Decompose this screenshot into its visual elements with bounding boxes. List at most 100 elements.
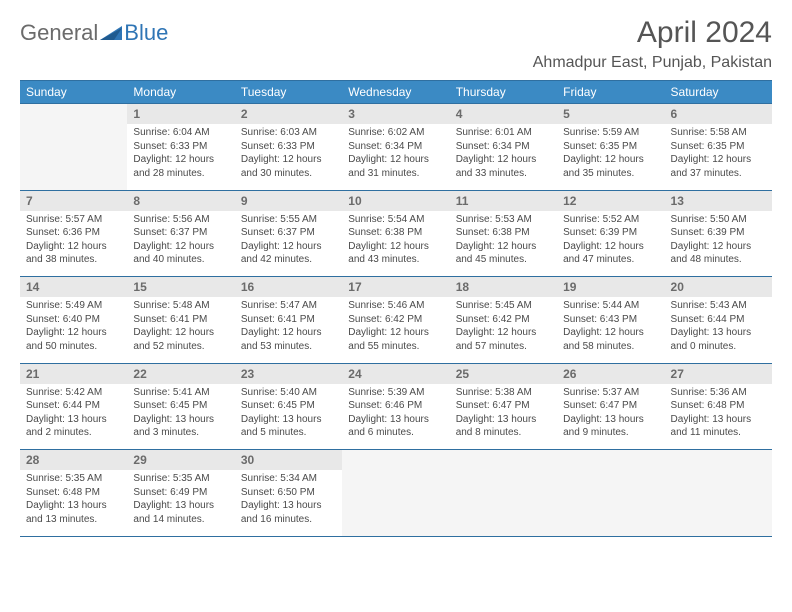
- week-daynum-row: 14151617181920: [20, 277, 772, 298]
- week-detail-row: Sunrise: 6:04 AMSunset: 6:33 PM Daylight:…: [20, 124, 772, 190]
- day-detail-cell: Sunrise: 5:47 AMSunset: 6:41 PMDaylight:…: [235, 297, 342, 363]
- day-number-cell: 14: [20, 277, 127, 298]
- daylight-text-1: Daylight: 12 hours: [563, 153, 658, 167]
- daylight-text-1: Daylight: 12 hours: [241, 326, 336, 340]
- sunrise-text: Sunrise: 5:42 AM: [26, 386, 121, 400]
- sunset-text: Sunset: 6:44 PM: [26, 399, 121, 413]
- sunset-text: Sunset: 6:43 PM: [563, 313, 658, 327]
- day-detail-cell: Sunrise: 5:56 AMSunset: 6:37 PMDaylight:…: [127, 211, 234, 277]
- daylight-text-2: and 53 minutes.: [241, 340, 336, 354]
- day-detail-cell: [450, 470, 557, 536]
- day-number-cell: 19: [557, 277, 664, 298]
- daylight-text-1: Daylight: 13 hours: [241, 413, 336, 427]
- day-number-cell: 17: [342, 277, 449, 298]
- daylight-text-1: Daylight: 13 hours: [26, 499, 121, 513]
- daylight-text-1: Daylight: 12 hours: [241, 153, 336, 167]
- day-number-cell: 6: [665, 104, 772, 125]
- daylight-text-2: and 2 minutes.: [26, 426, 121, 440]
- daylight-text-1: Daylight: 13 hours: [671, 326, 766, 340]
- sunset-text: Sunset: 6:35 PM: [563, 140, 658, 154]
- day-number-cell: 13: [665, 190, 772, 211]
- location-text: Ahmadpur East, Punjab, Pakistan: [533, 54, 772, 72]
- day-detail-cell: Sunrise: 5:37 AMSunset: 6:47 PMDaylight:…: [557, 384, 664, 450]
- day-detail-cell: Sunrise: 6:01 AMSunset: 6:34 PMDaylight:…: [450, 124, 557, 190]
- day-number-cell: 29: [127, 450, 234, 471]
- day-detail-cell: Sunrise: 5:59 AMSunset: 6:35 PMDaylight:…: [557, 124, 664, 190]
- sunset-text: Sunset: 6:48 PM: [671, 399, 766, 413]
- daylight-text-1: Daylight: 13 hours: [348, 413, 443, 427]
- day-detail-cell: Sunrise: 5:40 AMSunset: 6:45 PMDaylight:…: [235, 384, 342, 450]
- sunset-text: Sunset: 6:45 PM: [133, 399, 228, 413]
- day-number-cell: 2: [235, 104, 342, 125]
- day-number-cell: [557, 450, 664, 471]
- sunrise-text: Sunrise: 6:04 AM: [133, 126, 228, 140]
- daylight-text-2: and 6 minutes.: [348, 426, 443, 440]
- week-detail-row: Sunrise: 5:35 AMSunset: 6:48 PMDaylight:…: [20, 470, 772, 536]
- header: General Blue April 2024 Ahmadpur East, P…: [20, 16, 772, 72]
- day-header: Saturday: [665, 81, 772, 104]
- sunrise-text: Sunrise: 5:35 AM: [26, 472, 121, 486]
- week-daynum-row: 282930: [20, 450, 772, 471]
- day-number-cell: 18: [450, 277, 557, 298]
- daylight-text-1: Daylight: 13 hours: [563, 413, 658, 427]
- day-number-cell: 5: [557, 104, 664, 125]
- daylight-text-2: and 8 minutes.: [456, 426, 551, 440]
- sunset-text: Sunset: 6:42 PM: [348, 313, 443, 327]
- sunrise-text: Sunrise: 5:56 AM: [133, 213, 228, 227]
- day-detail-cell: Sunrise: 5:52 AMSunset: 6:39 PMDaylight:…: [557, 211, 664, 277]
- sunset-text: Sunset: 6:33 PM: [133, 140, 228, 154]
- day-number-cell: 20: [665, 277, 772, 298]
- daylight-text-1: Daylight: 12 hours: [241, 240, 336, 254]
- day-detail-cell: Sunrise: 5:45 AMSunset: 6:42 PMDaylight:…: [450, 297, 557, 363]
- week-daynum-row: 78910111213: [20, 190, 772, 211]
- day-detail-cell: Sunrise: 5:50 AMSunset: 6:39 PMDaylight:…: [665, 211, 772, 277]
- daylight-text-2: and 42 minutes.: [241, 253, 336, 267]
- day-detail-cell: Sunrise: 5:39 AMSunset: 6:46 PMDaylight:…: [342, 384, 449, 450]
- daylight-text-2: and 37 minutes.: [671, 167, 766, 181]
- day-number-cell: [20, 104, 127, 125]
- sunrise-text: Sunrise: 5:47 AM: [241, 299, 336, 313]
- sunset-text: Sunset: 6:38 PM: [456, 226, 551, 240]
- daylight-text-1: Daylight: 13 hours: [671, 413, 766, 427]
- daylight-text-2: and 0 minutes.: [671, 340, 766, 354]
- daylight-text-2: and 52 minutes.: [133, 340, 228, 354]
- daylight-text-2: and 5 minutes.: [241, 426, 336, 440]
- daylight-text-1: Daylight: 13 hours: [133, 413, 228, 427]
- day-detail-cell: Sunrise: 5:54 AMSunset: 6:38 PMDaylight:…: [342, 211, 449, 277]
- day-number-cell: 8: [127, 190, 234, 211]
- daylight-text-1: Daylight: 12 hours: [133, 240, 228, 254]
- sunrise-text: Sunrise: 5:44 AM: [563, 299, 658, 313]
- daylight-text-2: and 38 minutes.: [26, 253, 121, 267]
- day-detail-cell: Sunrise: 6:04 AMSunset: 6:33 PMDaylight:…: [127, 124, 234, 190]
- sunrise-text: Sunrise: 5:43 AM: [671, 299, 766, 313]
- day-detail-cell: Sunrise: 5:55 AMSunset: 6:37 PMDaylight:…: [235, 211, 342, 277]
- daylight-text-1: Daylight: 12 hours: [456, 326, 551, 340]
- calendar-table: Sunday Monday Tuesday Wednesday Thursday…: [20, 80, 772, 537]
- daylight-text-1: Daylight: 12 hours: [26, 326, 121, 340]
- day-number-cell: 3: [342, 104, 449, 125]
- day-number-cell: 4: [450, 104, 557, 125]
- sunrise-text: Sunrise: 6:01 AM: [456, 126, 551, 140]
- daylight-text-1: Daylight: 12 hours: [563, 240, 658, 254]
- daylight-text-2: and 43 minutes.: [348, 253, 443, 267]
- sunrise-text: Sunrise: 5:49 AM: [26, 299, 121, 313]
- day-header-row: Sunday Monday Tuesday Wednesday Thursday…: [20, 81, 772, 104]
- sunset-text: Sunset: 6:49 PM: [133, 486, 228, 500]
- sunrise-text: Sunrise: 5:40 AM: [241, 386, 336, 400]
- sunrise-text: Sunrise: 5:59 AM: [563, 126, 658, 140]
- day-detail-cell: Sunrise: 5:53 AMSunset: 6:38 PMDaylight:…: [450, 211, 557, 277]
- day-detail-cell: Sunrise: 5:58 AMSunset: 6:35 PMDaylight:…: [665, 124, 772, 190]
- day-number-cell: 12: [557, 190, 664, 211]
- sunset-text: Sunset: 6:37 PM: [241, 226, 336, 240]
- day-number-cell: [450, 450, 557, 471]
- daylight-text-1: Daylight: 12 hours: [671, 153, 766, 167]
- daylight-text-1: Daylight: 13 hours: [241, 499, 336, 513]
- daylight-text-1: Daylight: 12 hours: [348, 153, 443, 167]
- day-header: Friday: [557, 81, 664, 104]
- daylight-text-1: Daylight: 13 hours: [133, 499, 228, 513]
- day-number-cell: 7: [20, 190, 127, 211]
- sunset-text: Sunset: 6:47 PM: [563, 399, 658, 413]
- day-header: Monday: [127, 81, 234, 104]
- day-number-cell: 25: [450, 363, 557, 384]
- week-detail-row: Sunrise: 5:57 AMSunset: 6:36 PMDaylight:…: [20, 211, 772, 277]
